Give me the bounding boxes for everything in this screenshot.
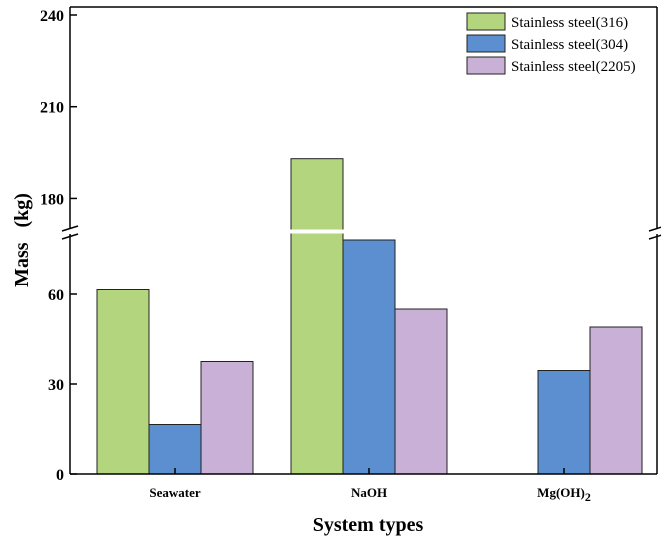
ytick-lower-2-label: 60 bbox=[48, 287, 64, 304]
xtick-label-2: Mg(OH)2 bbox=[537, 485, 591, 504]
xtick-subscript-2: 2 bbox=[585, 490, 591, 504]
legend-label-2: Stainless steel(2205) bbox=[511, 59, 636, 75]
legend-swatch-1 bbox=[466, 34, 506, 53]
bar-2-2 bbox=[589, 326, 643, 475]
break-mark-right-1 bbox=[648, 226, 661, 232]
bar-2-0 bbox=[200, 361, 254, 475]
bar-0-0 bbox=[96, 289, 150, 475]
y-axis-title: Mass (kg) bbox=[11, 193, 33, 287]
legend-swatch-2 bbox=[466, 56, 506, 75]
legend: Stainless steel(316) Stainless steel(304)… bbox=[466, 12, 636, 75]
xtick-label-1: NaOH bbox=[351, 485, 387, 500]
bar-0-1 bbox=[290, 158, 344, 475]
ytick-upper-1-label: 210 bbox=[40, 100, 64, 117]
legend-label-0: Stainless steel(316) bbox=[511, 15, 628, 31]
bar-1-0 bbox=[148, 424, 202, 475]
bar-2-1 bbox=[394, 308, 448, 475]
bar-1-2 bbox=[537, 370, 591, 475]
break-mark-left-1 bbox=[61, 225, 79, 232]
ytick-upper-2-label: 240 bbox=[40, 8, 64, 25]
ticks-layer: 0 30 60 180 210 240 Seawater NaOH Mg(OH)2 bbox=[40, 8, 591, 504]
bars-layer bbox=[71, 158, 656, 475]
axis-break-gap bbox=[71, 229, 656, 234]
legend-swatch-0 bbox=[466, 12, 506, 31]
ytick-upper-0-label: 180 bbox=[40, 191, 64, 208]
ytick-lower-0-label: 0 bbox=[56, 467, 64, 484]
legend-label-1: Stainless steel(304) bbox=[511, 37, 628, 53]
ytick-lower-1-label: 30 bbox=[48, 377, 64, 394]
x-axis-title: System types bbox=[313, 514, 424, 536]
break-mark-left-2 bbox=[61, 233, 79, 240]
axes-layer bbox=[61, 6, 661, 475]
break-mark-right-2 bbox=[648, 234, 661, 240]
xtick-label-0: Seawater bbox=[149, 485, 200, 500]
bar-1-1 bbox=[342, 239, 396, 475]
